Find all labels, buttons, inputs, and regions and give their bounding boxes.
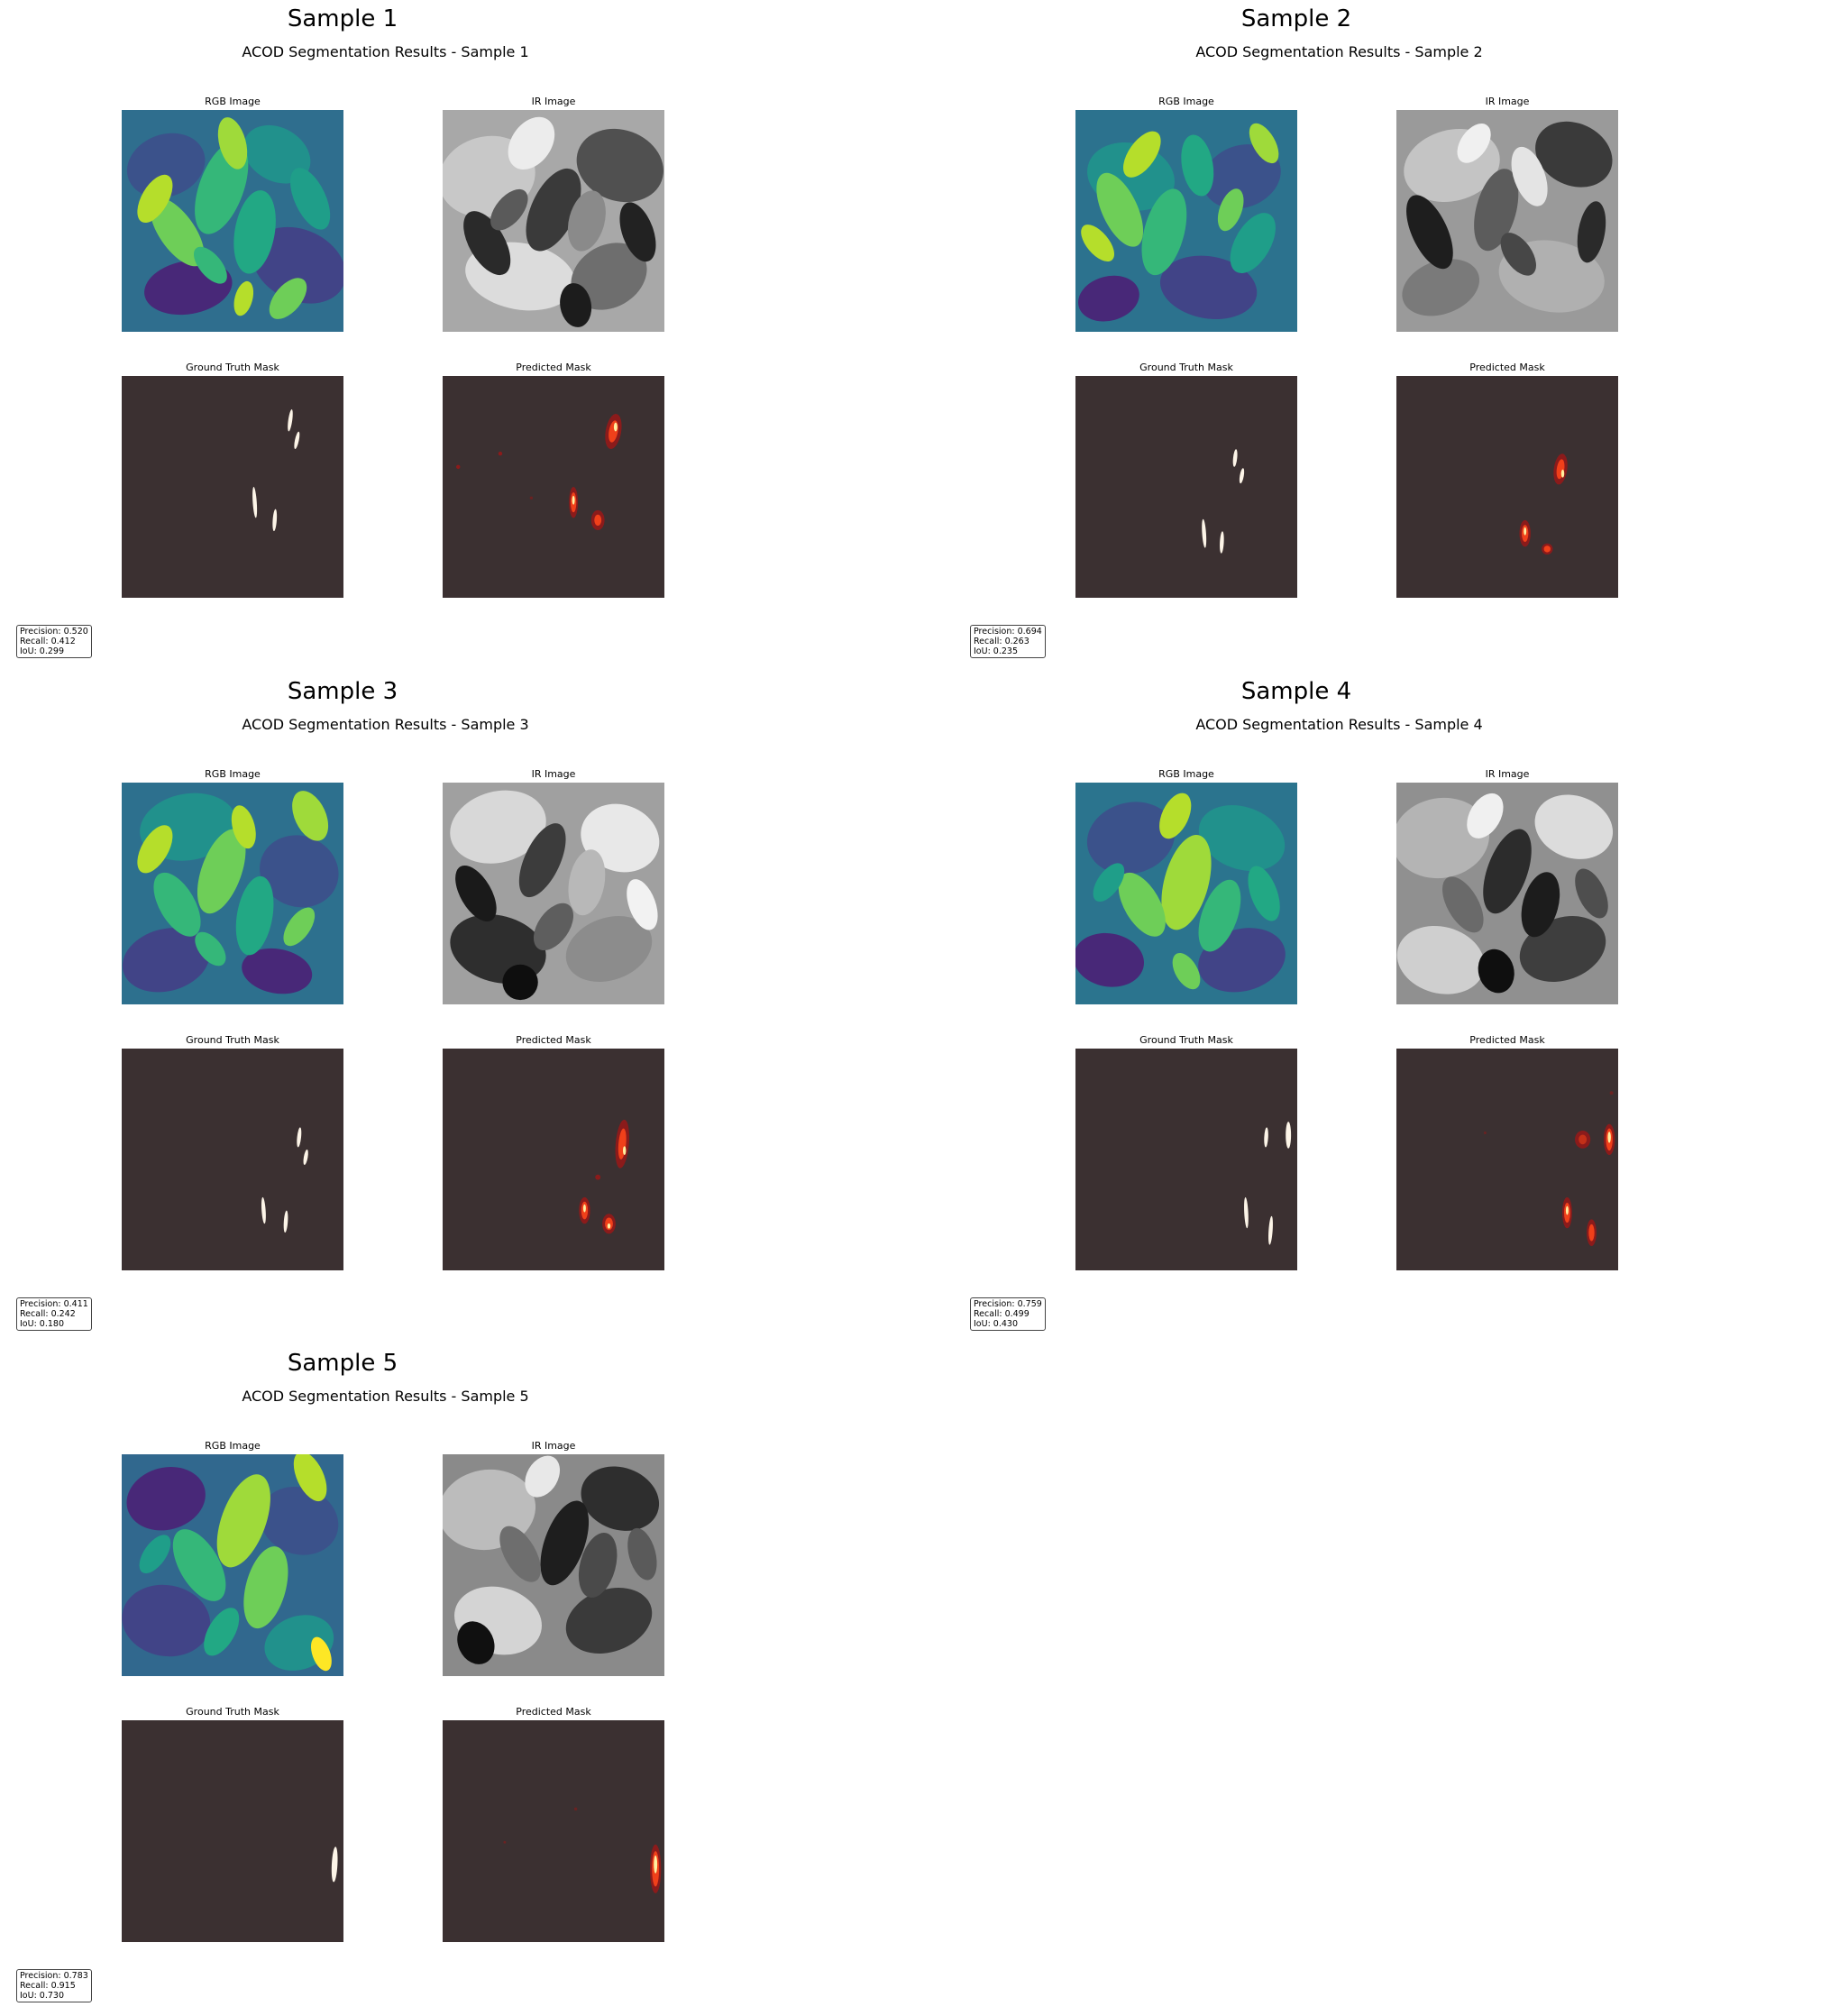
metrics-box: Precision: 0.783 Recall: 0.915 IoU: 0.73… [16, 1969, 92, 2002]
panel-title: Predicted Mask [516, 1706, 591, 1718]
predicted-mask [443, 1720, 664, 1942]
recall-value: Recall: 0.242 [20, 1309, 76, 1319]
ground-truth-mask-panel: Ground Truth Mask [1075, 362, 1297, 598]
ground-truth-mask [122, 1049, 343, 1270]
ir-image [443, 1454, 664, 1676]
ground-truth-mask-panel: Ground Truth Mask [122, 1034, 343, 1270]
sample-1: Sample 1 ACOD Segmentation Results - Sam… [0, 0, 910, 672]
sample-title: Sample 1 [287, 5, 398, 32]
rgb-image-panel: RGB Image [1075, 96, 1297, 332]
precision-value: Precision: 0.783 [20, 1971, 88, 1981]
predicted-mask [443, 376, 664, 598]
ir-image-panel: IR Image [1396, 96, 1618, 332]
sample-2: Sample 2 ACOD Segmentation Results - Sam… [954, 0, 1821, 672]
predicted-mask [1396, 1049, 1618, 1270]
sample-title: Sample 2 [1240, 5, 1352, 32]
ground-truth-mask [1075, 1049, 1297, 1270]
ground-truth-mask-panel: Ground Truth Mask [1075, 1034, 1297, 1270]
sample-title: Sample 5 [287, 1350, 398, 1377]
panel-title: Ground Truth Mask [1139, 1034, 1233, 1046]
metrics-box: Precision: 0.759 Recall: 0.499 IoU: 0.43… [970, 1297, 1046, 1331]
panel-title: RGB Image [205, 96, 261, 107]
recall-value: Recall: 0.499 [974, 1309, 1029, 1319]
sample-title: Sample 3 [287, 678, 398, 705]
metrics-box: Precision: 0.411 Recall: 0.242 IoU: 0.18… [16, 1297, 92, 1331]
ground-truth-mask-panel: Ground Truth Mask [122, 362, 343, 598]
sample-subtitle: ACOD Segmentation Results - Sample 4 [1195, 716, 1483, 733]
sample-3: Sample 3 ACOD Segmentation Results - Sam… [0, 673, 910, 1344]
panel-title: IR Image [531, 768, 576, 780]
panel-title: RGB Image [1158, 96, 1214, 107]
rgb-image [122, 1454, 343, 1676]
sample-subtitle: ACOD Segmentation Results - Sample 1 [242, 43, 529, 60]
panel-title: IR Image [1485, 96, 1530, 107]
recall-value: Recall: 0.412 [20, 637, 76, 646]
rgb-image-panel: RGB Image [1075, 768, 1297, 1004]
ir-image-panel: IR Image [443, 1440, 664, 1676]
rgb-image [122, 110, 343, 332]
ir-image-panel: IR Image [1396, 768, 1618, 1004]
panel-title: Ground Truth Mask [186, 1706, 279, 1718]
ir-image [443, 783, 664, 1004]
iou-value: IoU: 0.180 [20, 1319, 64, 1329]
ground-truth-mask [1075, 376, 1297, 598]
panel-title: IR Image [531, 1440, 576, 1452]
panel-title: Ground Truth Mask [1139, 362, 1233, 373]
recall-value: Recall: 0.263 [974, 637, 1029, 646]
predicted-mask [1396, 376, 1618, 598]
ir-image [1396, 110, 1618, 332]
panel-title: RGB Image [205, 768, 261, 780]
predicted-mask-panel: Predicted Mask [1396, 362, 1618, 598]
sample-4: Sample 4 ACOD Segmentation Results - Sam… [954, 673, 1821, 1344]
ground-truth-mask-panel: Ground Truth Mask [122, 1706, 343, 1942]
rgb-image-panel: RGB Image [122, 96, 343, 332]
sample-subtitle: ACOD Segmentation Results - Sample 2 [1195, 43, 1483, 60]
sample-5: Sample 5 ACOD Segmentation Results - Sam… [0, 1344, 910, 2016]
ir-image [443, 110, 664, 332]
rgb-image [122, 783, 343, 1004]
rgb-image [1075, 783, 1297, 1004]
ground-truth-mask [122, 376, 343, 598]
iou-value: IoU: 0.299 [20, 646, 64, 656]
precision-value: Precision: 0.520 [20, 627, 88, 637]
iou-value: IoU: 0.430 [974, 1319, 1018, 1329]
predicted-mask-panel: Predicted Mask [1396, 1034, 1618, 1270]
panel-title: IR Image [531, 96, 576, 107]
sample-title: Sample 4 [1240, 678, 1352, 705]
metrics-box: Precision: 0.520 Recall: 0.412 IoU: 0.29… [16, 625, 92, 658]
panel-title: Predicted Mask [1469, 362, 1545, 373]
precision-value: Precision: 0.759 [974, 1299, 1042, 1309]
panel-title: RGB Image [205, 1440, 261, 1452]
iou-value: IoU: 0.730 [20, 1991, 64, 2001]
panel-title: Ground Truth Mask [186, 1034, 279, 1046]
panel-title: Ground Truth Mask [186, 362, 279, 373]
predicted-mask [443, 1049, 664, 1270]
predicted-mask-panel: Predicted Mask [443, 1706, 664, 1942]
precision-value: Precision: 0.694 [974, 627, 1042, 637]
panel-title: Predicted Mask [1469, 1034, 1545, 1046]
rgb-image-panel: RGB Image [122, 1440, 343, 1676]
panel-title: RGB Image [1158, 768, 1214, 780]
panel-title: Predicted Mask [516, 1034, 591, 1046]
predicted-mask-panel: Predicted Mask [443, 1034, 664, 1270]
panel-title: Predicted Mask [516, 362, 591, 373]
predicted-mask-panel: Predicted Mask [443, 362, 664, 598]
ground-truth-mask [122, 1720, 343, 1942]
panel-title: IR Image [1485, 768, 1530, 780]
metrics-box: Precision: 0.694 Recall: 0.263 IoU: 0.23… [970, 625, 1046, 658]
sample-subtitle: ACOD Segmentation Results - Sample 5 [242, 1388, 529, 1405]
ir-image [1396, 783, 1618, 1004]
rgb-image [1075, 110, 1297, 332]
recall-value: Recall: 0.915 [20, 1981, 76, 1991]
rgb-image-panel: RGB Image [122, 768, 343, 1004]
sample-subtitle: ACOD Segmentation Results - Sample 3 [242, 716, 529, 733]
precision-value: Precision: 0.411 [20, 1299, 88, 1309]
ir-image-panel: IR Image [443, 768, 664, 1004]
iou-value: IoU: 0.235 [974, 646, 1018, 656]
ir-image-panel: IR Image [443, 96, 664, 332]
